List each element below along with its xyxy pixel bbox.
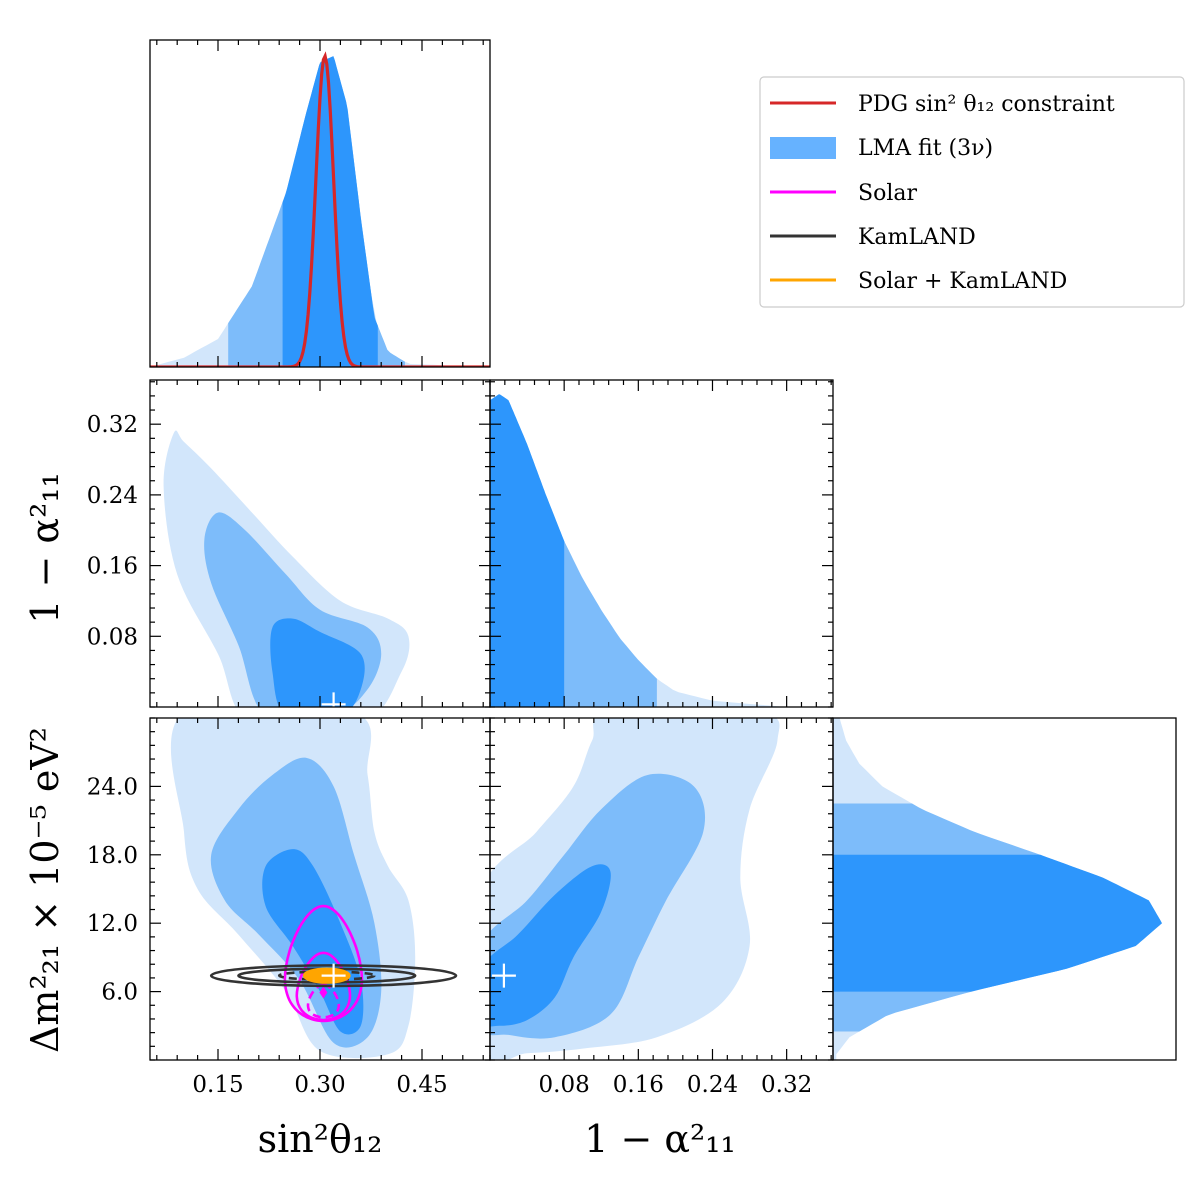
y-tick-label: 6.0 xyxy=(101,980,138,1006)
x-tick-label: 0.16 xyxy=(613,1072,664,1098)
marginal-sin2theta12-1sigma xyxy=(282,56,378,367)
y-tick-label: 0.24 xyxy=(87,483,138,509)
y-tick-label: 12.0 xyxy=(87,911,138,937)
x-tick-label: 0.45 xyxy=(396,1072,447,1098)
joint-sin2theta12-alpha-panel xyxy=(163,430,410,707)
tick-labels: 0.15 0.30 0.45 0.08 0.16 0.24 0.32 0.08 0.16 0.24… xyxy=(87,412,812,1098)
legend: PDG sin² θ₁₂ constraint LMA fit (3ν) Sol… xyxy=(759,76,1185,308)
marginal-alpha-panel xyxy=(490,394,833,707)
y-axis-label-dm21: Δm²₂₁ × 10⁻⁵ eV² xyxy=(23,727,67,1053)
legend-box xyxy=(759,76,1185,308)
joint-a-1sigma-contour xyxy=(270,618,365,707)
x-tick-label: 0.30 xyxy=(294,1072,345,1098)
y-tick-label: 18.0 xyxy=(87,843,138,869)
joint-sin2theta12-dm21-panel xyxy=(170,718,458,1059)
panel-frame xyxy=(489,379,834,708)
panel-frame xyxy=(832,717,1177,1061)
x-tick-label: 0.32 xyxy=(761,1072,812,1098)
pdg-constraint-curve xyxy=(150,51,490,367)
best-fit-marker xyxy=(491,963,516,988)
x-tick-label: 0.24 xyxy=(687,1072,738,1098)
legend-label-kamland: KamLAND xyxy=(858,225,976,250)
joint-alpha-dm21-panel xyxy=(490,718,780,1060)
marginal-dm21-1sigma xyxy=(833,854,1162,992)
solar-contour-3 xyxy=(306,983,341,1019)
marginal-dm21-panel xyxy=(833,718,1162,1060)
joint-b-1sigma-contour xyxy=(262,849,364,1035)
legend-swatch-lma xyxy=(770,137,836,159)
marginal-alpha-1sigma xyxy=(490,394,565,707)
y-tick-label: 0.08 xyxy=(87,624,138,650)
legend-label-pdg: PDG sin² θ₁₂ constraint xyxy=(858,92,1115,117)
y-tick-label: 0.32 xyxy=(87,412,138,438)
x-tick-label: 0.15 xyxy=(192,1072,243,1098)
y-tick-label: 0.16 xyxy=(87,554,138,580)
panel-frame xyxy=(149,39,491,368)
joint-c-1sigma-contour xyxy=(490,864,611,1027)
marginal-sin2theta12-panel xyxy=(150,51,490,367)
panel-frames xyxy=(149,39,1177,1061)
legend-label-solar-kamland: Solar + KamLAND xyxy=(858,269,1067,294)
best-fit-marker xyxy=(321,963,346,988)
x-axis-label-alpha: 1 − α²₁₁ xyxy=(584,1117,736,1161)
legend-label-solar: Solar xyxy=(858,181,917,206)
x-tick-label: 0.08 xyxy=(539,1072,590,1098)
y-tick-label: 24.0 xyxy=(87,774,138,800)
best-fit-marker xyxy=(321,692,346,707)
x-axis-label-sin2theta12: sin²θ₁₂ xyxy=(258,1117,383,1161)
y-axis-label-alpha: 1 − α²₁₁ xyxy=(23,472,67,624)
legend-label-lma: LMA fit (3ν) xyxy=(858,136,993,161)
solar-best-fit-marker xyxy=(319,986,328,999)
